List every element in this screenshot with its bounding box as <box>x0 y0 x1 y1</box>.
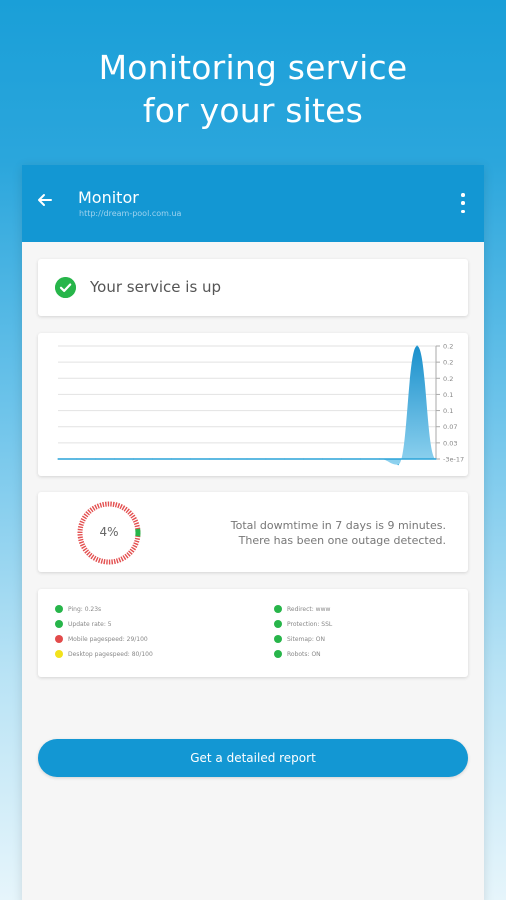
downtime-card: 4% Total dowmtime in 7 days is 9 minutes… <box>38 492 468 572</box>
detailed-report-button[interactable]: Get a detailed report <box>38 739 468 777</box>
downtime-ring <box>77 501 141 565</box>
check-item: Robots: ON <box>274 649 321 659</box>
check-label: Update rate: 5 <box>68 620 112 628</box>
uptime-area <box>58 346 436 465</box>
check-item: Redirect: www <box>274 604 330 614</box>
checks-card: Ping: 0.23s Update rate: 5 Mobile pagesp… <box>38 589 468 677</box>
y-tick-label: 0.2 <box>443 343 453 351</box>
uptime-chart-card: 0.2 0.2 0.2 0.1 0.1 0.07 0.03 -3e-17 <box>38 333 468 476</box>
status-dot <box>55 605 63 613</box>
data-point <box>378 458 380 460</box>
data-point <box>265 458 267 460</box>
data-point <box>151 458 154 460</box>
y-tick-label: 0.1 <box>443 407 453 415</box>
headline-line-2: for your sites <box>142 91 364 130</box>
data-point <box>435 458 437 460</box>
headline-line-1: Monitoring service <box>98 48 408 87</box>
check-label: Mobile pagespeed: 29/100 <box>68 635 148 643</box>
data-point <box>416 345 418 347</box>
check-circle-icon <box>55 277 76 298</box>
check-item: Sitemap: ON <box>274 634 325 644</box>
check-label: Protection: SSL <box>287 620 333 628</box>
data-point <box>208 458 210 460</box>
site-url: http://dream-pool.com.ua <box>79 209 182 218</box>
status-dot <box>55 635 63 643</box>
y-tick-label: 0.07 <box>443 423 457 431</box>
y-tick-label: 0.2 <box>443 359 453 367</box>
data-point <box>284 458 286 460</box>
status-dot <box>274 605 282 613</box>
check-label: Redirect: www <box>287 605 331 613</box>
data-point <box>397 464 399 466</box>
status-dot <box>274 635 282 643</box>
app-screen: Monitor http://dream-pool.com.ua Your se… <box>22 165 484 900</box>
app-bar-title: Monitor <box>78 188 139 207</box>
data-point <box>114 458 116 460</box>
check-label: Desktop pagespeed: 80/100 <box>68 650 153 658</box>
status-dot <box>274 620 282 628</box>
status-dot <box>55 650 63 658</box>
check-item: Desktop pagespeed: 80/100 <box>55 649 153 659</box>
data-point <box>57 458 59 460</box>
y-tick-label: -3e-17 <box>443 456 464 464</box>
arrow-left-icon[interactable] <box>36 192 52 208</box>
y-tick-label: 0.2 <box>443 375 453 383</box>
check-item: Ping: 0.23s <box>55 604 101 614</box>
status-card: Your service is up <box>38 259 468 316</box>
y-tick-label: 0.03 <box>443 439 457 447</box>
status-dot <box>55 620 63 628</box>
app-bar: Monitor http://dream-pool.com.ua <box>22 165 484 242</box>
data-point <box>133 458 135 460</box>
check-label: Sitemap: ON <box>287 635 325 643</box>
status-text: Your service is up <box>90 278 222 296</box>
data-point <box>359 458 361 460</box>
check-item: Update rate: 5 <box>55 619 112 629</box>
headline: Monitoring service for your sites <box>0 46 506 132</box>
status-dot <box>274 650 282 658</box>
data-point <box>170 458 172 460</box>
check-label: Ping: 0.23s <box>68 605 102 613</box>
data-point <box>340 458 343 460</box>
downtime-line-2: There has been one outage detected. <box>238 534 446 547</box>
check-label: Robots: ON <box>287 650 321 658</box>
check-item: Mobile pagespeed: 29/100 <box>55 634 148 644</box>
data-point <box>227 458 229 460</box>
downtime-line-1: Total dowmtime in 7 days is 9 minutes. <box>230 519 446 532</box>
data-point <box>76 458 78 460</box>
data-point <box>95 458 97 460</box>
more-vert-icon[interactable] <box>460 193 466 213</box>
data-point <box>303 458 305 460</box>
y-tick-label: 0.1 <box>443 391 453 399</box>
data-point <box>246 458 248 460</box>
data-point <box>322 458 324 460</box>
downtime-summary: Total dowmtime in 7 days is 9 minutes. T… <box>206 518 446 548</box>
check-item: Protection: SSL <box>274 619 332 629</box>
downtime-percent: 4% <box>99 525 119 539</box>
uptime-chart: 0.2 0.2 0.2 0.1 0.1 0.07 0.03 -3e-17 <box>57 343 464 466</box>
data-point <box>189 458 191 460</box>
